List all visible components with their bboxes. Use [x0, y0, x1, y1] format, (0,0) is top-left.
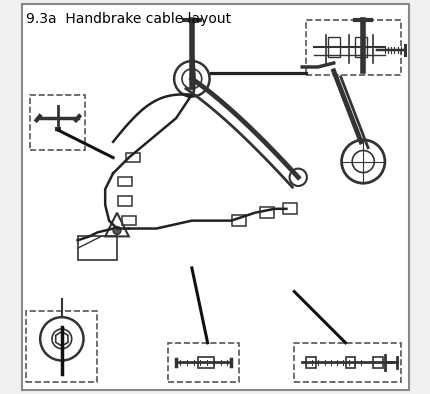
- Bar: [30, 95, 85, 150]
- Bar: [231, 215, 246, 226]
- Bar: [168, 343, 239, 382]
- Bar: [259, 207, 273, 218]
- Bar: [117, 177, 132, 186]
- Bar: [197, 357, 213, 368]
- Text: 9.3a  Handbrake cable layout: 9.3a Handbrake cable layout: [26, 12, 231, 26]
- Bar: [126, 153, 139, 162]
- Bar: [305, 357, 315, 368]
- Bar: [77, 236, 117, 260]
- Bar: [327, 37, 339, 57]
- Circle shape: [113, 227, 121, 234]
- Bar: [283, 203, 297, 214]
- Bar: [294, 343, 400, 382]
- Bar: [117, 196, 132, 206]
- Bar: [372, 357, 382, 368]
- Bar: [355, 37, 366, 57]
- Bar: [305, 20, 400, 75]
- Bar: [26, 311, 97, 382]
- Bar: [345, 357, 355, 368]
- Bar: [121, 216, 135, 225]
